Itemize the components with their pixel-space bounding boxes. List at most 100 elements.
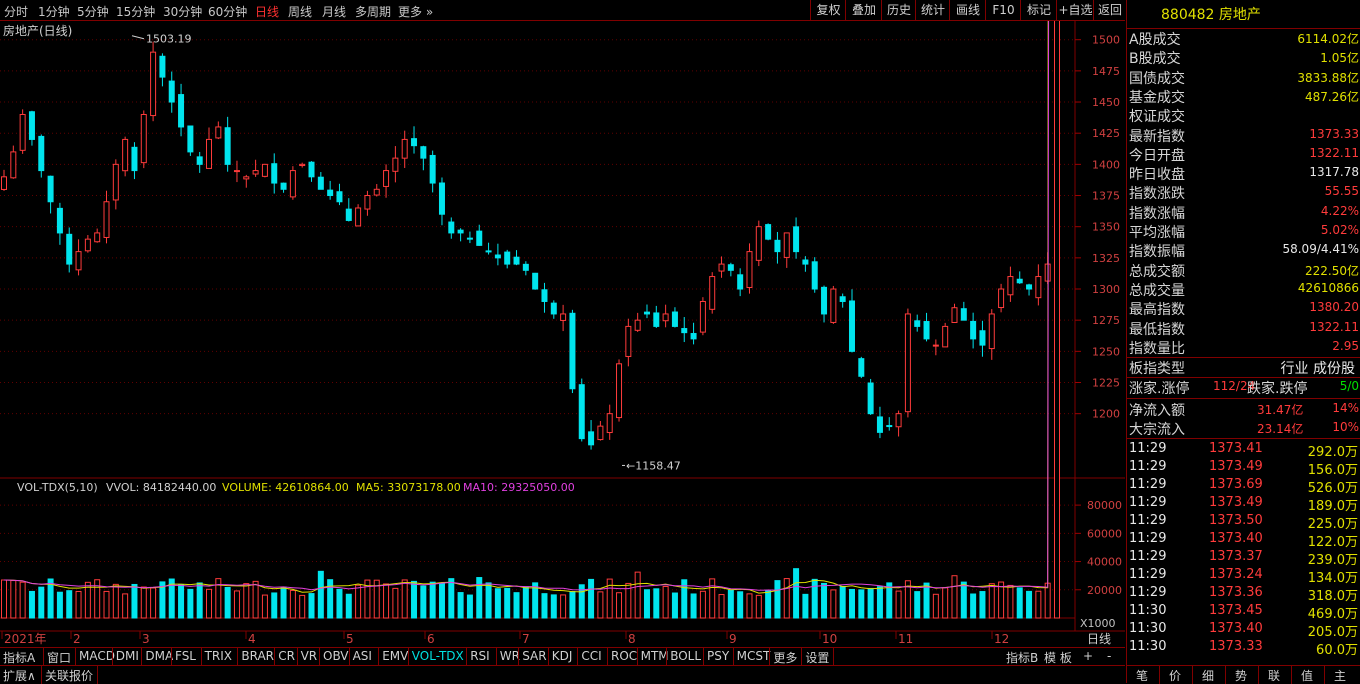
indicator-tab-15[interactable]: WR [499,649,520,663]
candle-body [420,146,427,159]
period-tab-4[interactable]: 30分钟 [163,5,203,19]
indicator-tab-3[interactable]: DMI [115,649,139,663]
panel-tab-6[interactable]: 主 [1334,669,1347,683]
candle-body [960,308,967,321]
toolbar-button-8[interactable]: 返回 [1093,0,1126,20]
period-tab-0[interactable]: 分时 [4,5,29,19]
panel-tab-4[interactable]: 联 [1268,669,1281,683]
right-control-2[interactable]: + [1083,649,1094,663]
panel-tab-1[interactable]: 价 [1169,669,1182,683]
toolbar-button-0[interactable]: 复权 [810,0,846,20]
period-tab-7[interactable]: 周线 [288,5,313,19]
indicator-tab-19[interactable]: ROC [611,649,638,663]
volume-bar [783,578,790,619]
volume-bar [196,582,203,619]
indicator-tab-17[interactable]: KDJ [551,649,573,663]
toolbar-button-2[interactable]: 历史 [881,0,916,20]
stat-label: 最新指数 [1129,128,1185,145]
toolbar-button-4[interactable]: 画线 [949,0,986,20]
candle-body [103,201,110,238]
volume-bar [420,585,427,619]
indicator-tab-12[interactable]: EMV [382,649,409,663]
price-tick-label: 1425 [1092,127,1120,140]
stat-label: 国债成交 [1129,70,1185,87]
indicator-tab-10[interactable]: OBV [323,649,349,663]
panel-tab-5[interactable]: 值 [1301,669,1314,683]
period-tab-3[interactable]: 15分钟 [116,5,156,19]
panel-tab-3[interactable]: 势 [1235,669,1248,683]
volume-bar [643,589,650,619]
toolbar-button-1[interactable]: 叠加 [845,0,882,20]
volume-bar [793,568,800,619]
indicator-tab-14[interactable]: RSI [470,649,490,663]
volume-bar [178,584,185,619]
indicator-tab-2[interactable]: MACD [79,649,115,663]
expand-button[interactable]: 扩展∧ [3,669,36,683]
candle-body [737,274,744,290]
indicator-tab-22[interactable]: PSY [707,649,730,663]
candle-body [243,176,250,180]
period-tab-1[interactable]: 1分钟 [38,5,70,19]
toolbar-button-6[interactable]: 标记 [1020,0,1057,20]
indicator-tab-9[interactable]: VR [300,649,318,663]
panel-tab-2[interactable]: 细 [1202,669,1215,683]
indicator-tab-11[interactable]: ASI [352,649,372,663]
related-quotes-tab[interactable]: 关联报价 [45,669,94,683]
candle-body [355,207,362,227]
candle-body [793,226,800,253]
indicator-tab-21[interactable]: BOLL [670,649,702,663]
volume-bar [56,591,63,619]
period-tab-10[interactable]: 更多 » [398,5,434,19]
indicator-tab-24[interactable]: 更多 [773,651,798,665]
volume-bar [19,581,26,619]
indicator-tab-6[interactable]: TRIX [204,649,233,663]
period-tab-8[interactable]: 月线 [322,5,347,19]
candle-body [923,321,930,340]
toolbar-button-3[interactable]: 统计 [915,0,950,20]
candle-body [532,272,539,290]
panel-tab-0[interactable]: 笔 [1136,669,1149,683]
volume-bar [159,581,166,619]
price-tick-label: 1375 [1092,190,1120,203]
indicator-tab-1[interactable]: 窗口 [47,651,72,665]
candle-body [690,333,697,340]
indicator-tab-23[interactable]: MCST [736,649,771,663]
price-tick-label: 1400 [1092,158,1120,171]
stat-row: 权证成交 [1127,106,1360,125]
candle-body [606,413,613,434]
volume-bar [47,578,54,619]
right-control-1[interactable]: 模 板 [1044,651,1072,665]
indicator-tab-4[interactable]: DMA [145,649,174,663]
period-tab-2[interactable]: 5分钟 [77,5,109,19]
period-tab-9[interactable]: 多周期 [355,5,392,19]
tick-volume: 134.0万 [1307,571,1358,586]
indicator-tab-18[interactable]: CCI [581,649,602,663]
indicator-tab-5[interactable]: FSL [175,649,196,663]
indicator-tab-13[interactable]: VOL-TDX [411,649,464,663]
period-tab-5[interactable]: 60分钟 [208,5,248,19]
period-tab-6[interactable]: 日线 [255,5,280,19]
volume-bar [289,589,296,619]
candle-body [364,195,371,210]
toolbar-button-5[interactable]: F10 [985,0,1021,20]
toolbar-button-7[interactable]: +自选 [1056,0,1094,20]
indicator-tab-0[interactable]: 指标A [3,651,36,665]
volume-bar [1,579,7,619]
tick-time: 11:29 [1129,531,1167,546]
candle-body [774,239,781,253]
right-control-3[interactable]: - [1107,649,1112,663]
indicator-tab-7[interactable]: BRAR [241,649,275,663]
stat-value: 2.95 [1332,338,1359,353]
tick-row: 11:29 1373.36 318.0万 [1127,585,1360,604]
candle-body [1016,278,1023,284]
indicator-tab-16[interactable]: SAR [522,649,547,663]
candle-body [485,250,492,253]
kline-chart[interactable]: 1500147514501425140013751350132513001275… [0,21,1125,647]
indicator-tab-8[interactable]: CR [278,649,295,663]
indicator-tab-25[interactable]: 设置 [805,651,830,665]
tick-price: 1373.49 [1209,459,1263,474]
candle-body [727,264,734,271]
right-control-0[interactable]: 指标B [1006,651,1039,665]
tick-time: 11:29 [1129,585,1167,600]
indicator-tab-20[interactable]: MTM [640,649,669,663]
